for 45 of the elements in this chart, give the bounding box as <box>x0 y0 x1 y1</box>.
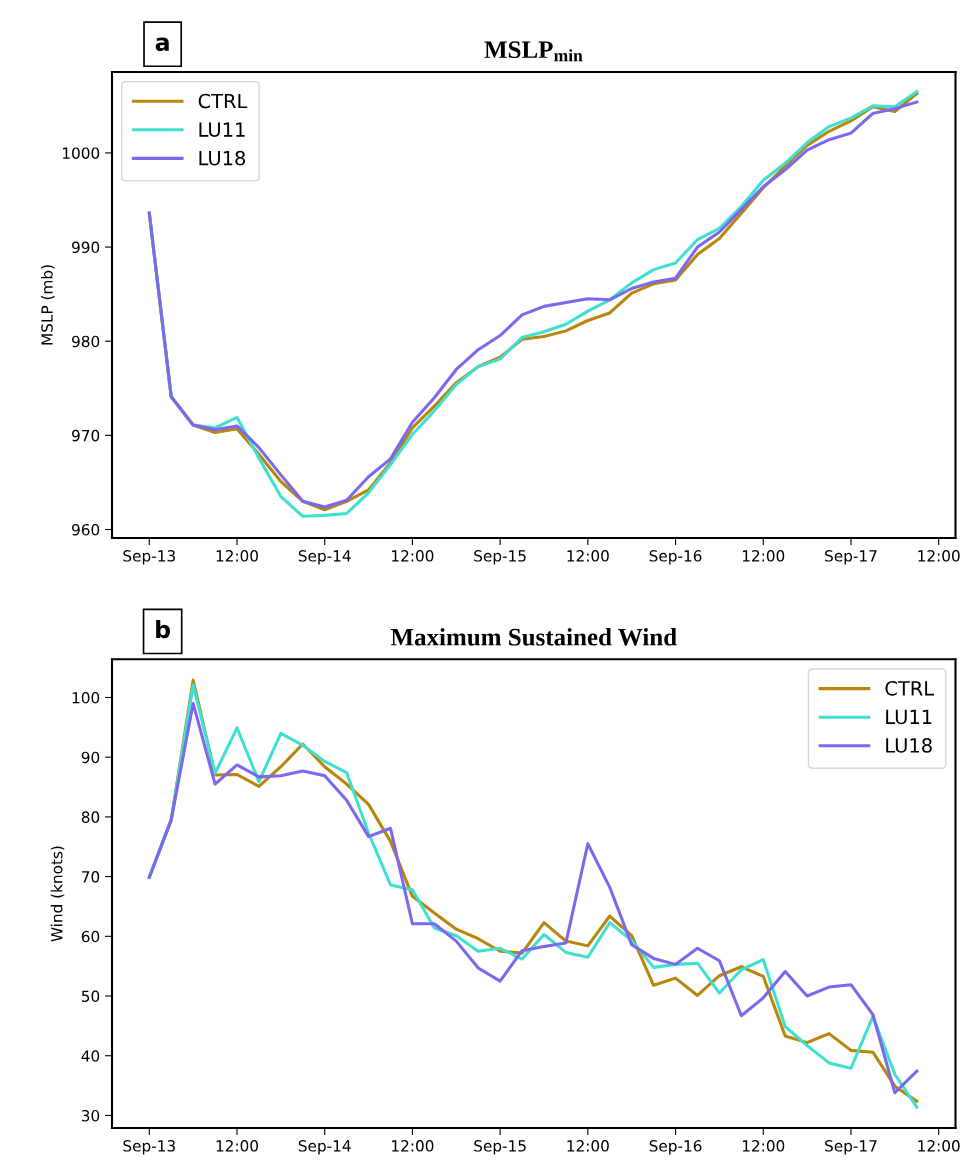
y-tick-label: 980 <box>72 335 100 348</box>
x-tick-label: Sep-17 <box>825 1140 877 1155</box>
text: a <box>155 37 169 52</box>
x-tick-label: 12:00 <box>742 550 785 562</box>
x-tick-label: 12:00 <box>392 1140 434 1152</box>
y-tick-label: 60 <box>81 930 100 943</box>
y-tick-label: 960 <box>72 523 100 536</box>
legend-label: LU11 <box>886 709 932 725</box>
y-tick-label: 70 <box>82 871 100 883</box>
y-tick-label: 90 <box>81 751 100 764</box>
x-tick-label: Sep-15 <box>474 1140 526 1155</box>
chart-title: Maximum Sustained Wind <box>390 628 677 646</box>
x-tick-label: Sep-13 <box>123 550 175 565</box>
x-tick-label: Sep-17 <box>825 550 877 565</box>
x-tick-label: Sep-13 <box>123 1140 175 1155</box>
x-tick-label: 12:00 <box>216 1140 258 1152</box>
y-tick-label: 30 <box>81 1109 100 1122</box>
text: b <box>156 620 171 639</box>
x-tick-label: Sep-15 <box>474 550 526 565</box>
y-tick-label: 970 <box>72 429 100 442</box>
legend-label: LU11 <box>199 122 245 137</box>
legend-label: CTRL <box>198 93 248 109</box>
x-tick-label: 12:00 <box>216 550 258 562</box>
y-tick-label: 40 <box>81 1050 100 1062</box>
legend-label: LU18 <box>886 738 932 753</box>
y-tick-label: 990 <box>72 241 100 254</box>
y-axis-title: Wind (knots) <box>50 846 65 942</box>
x-tick-label: Sep-16 <box>649 1140 702 1155</box>
x-tick-label: 12:00 <box>918 1140 960 1152</box>
x-tick-label: 12:00 <box>567 550 609 562</box>
y-tick-label: 100 <box>72 691 100 704</box>
y-tick-label: 80 <box>81 811 100 823</box>
x-tick-label: Sep-16 <box>649 550 702 565</box>
y-tick-label: 50 <box>81 990 100 1003</box>
x-tick-label: Sep-14 <box>298 1140 351 1155</box>
chart-title: MSLP$_{min}$ <box>484 41 583 62</box>
x-tick-label: Sep-14 <box>298 550 351 565</box>
x-tick-label: 12:00 <box>918 550 960 562</box>
x-tick-label: 12:00 <box>567 1140 609 1152</box>
x-tick-label: 12:00 <box>392 550 434 562</box>
x-tick-label: 12:00 <box>742 1140 785 1152</box>
y-axis-title: MSLP (mb) <box>40 265 55 345</box>
legend-label: CTRL <box>885 680 934 696</box>
y-tick-label: 1000 <box>63 147 100 159</box>
legend-label: LU18 <box>199 150 246 166</box>
